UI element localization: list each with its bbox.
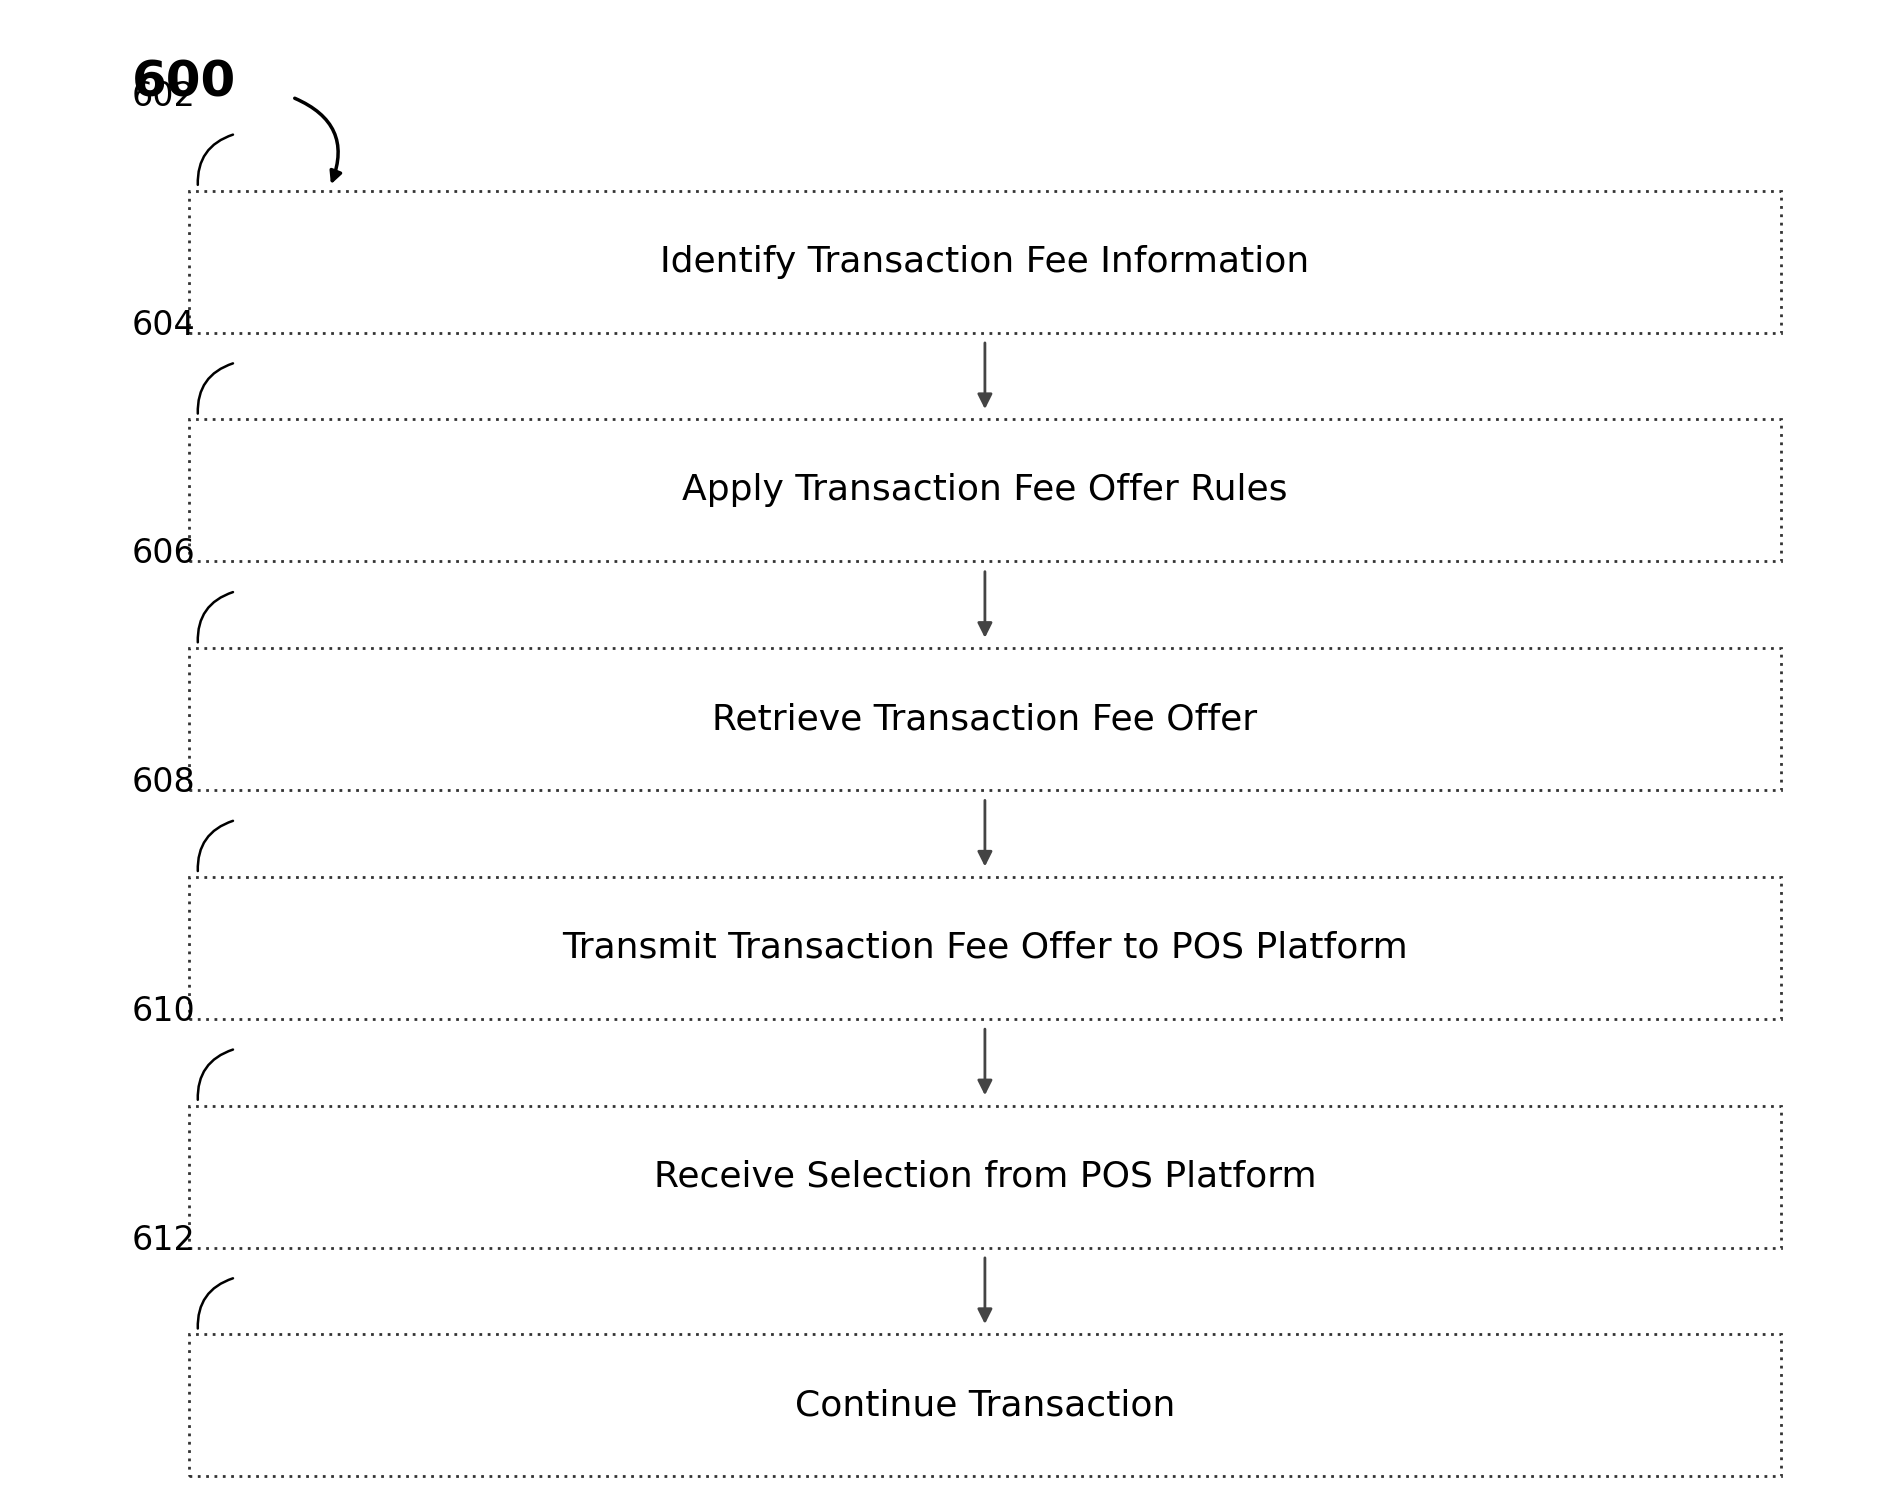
- Text: 608: 608: [132, 765, 196, 800]
- Text: Transmit Transaction Fee Offer to POS Platform: Transmit Transaction Fee Offer to POS Pl…: [562, 931, 1408, 964]
- Bar: [188, 1334, 1781, 1477]
- Text: Retrieve Transaction Fee Offer: Retrieve Transaction Fee Offer: [713, 703, 1257, 736]
- Text: Identify Transaction Fee Information: Identify Transaction Fee Information: [660, 245, 1310, 278]
- Bar: [188, 1106, 1781, 1247]
- Text: 612: 612: [132, 1223, 196, 1257]
- Text: 604: 604: [132, 308, 196, 342]
- Text: Receive Selection from POS Platform: Receive Selection from POS Platform: [654, 1160, 1316, 1193]
- Bar: [188, 649, 1781, 789]
- Text: Continue Transaction: Continue Transaction: [795, 1389, 1174, 1422]
- Text: 602: 602: [132, 79, 196, 114]
- Text: 606: 606: [132, 537, 196, 571]
- Text: Apply Transaction Fee Offer Rules: Apply Transaction Fee Offer Rules: [682, 474, 1287, 507]
- Bar: [188, 876, 1781, 1020]
- Bar: [188, 191, 1781, 333]
- Text: 610: 610: [132, 994, 196, 1029]
- Bar: [188, 420, 1781, 561]
- Text: 600: 600: [132, 58, 236, 106]
